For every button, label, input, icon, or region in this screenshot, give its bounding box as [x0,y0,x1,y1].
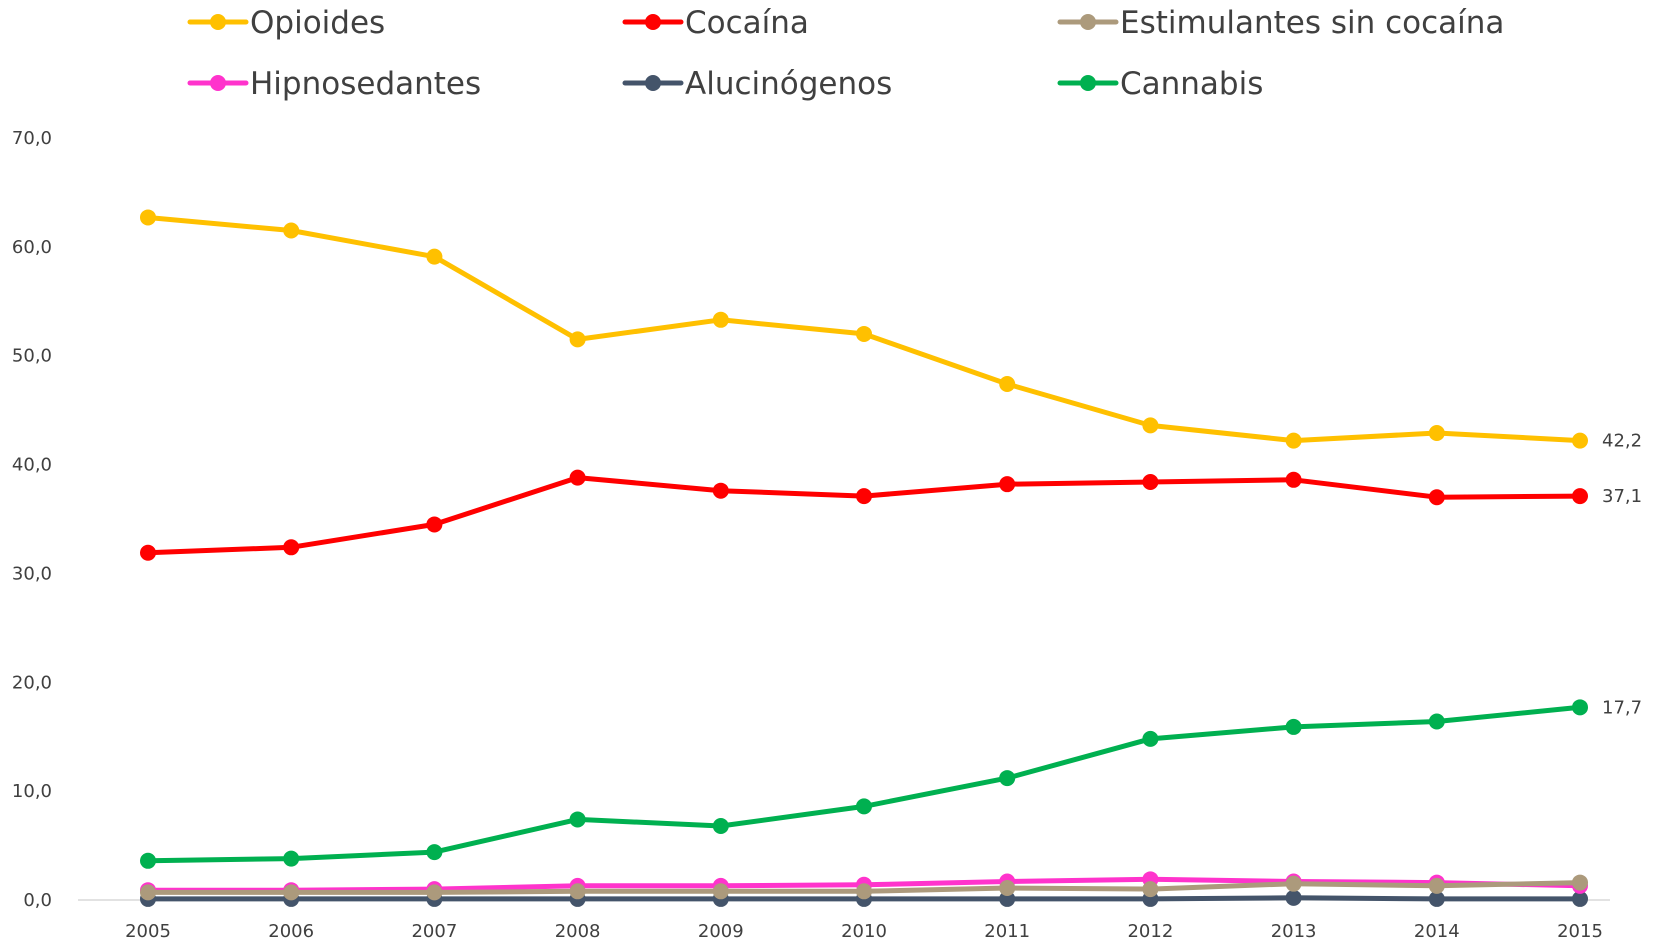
data-point-estimulantes-sin-cocaina [1572,874,1588,891]
data-point-alucinogenos [1572,890,1588,907]
series-cocaina [140,469,1588,561]
x-tick-label: 2013 [1271,921,1317,939]
data-point-opioides [856,325,872,342]
legend-label: Opioides [250,5,385,41]
y-tick-label: 20,0 [12,672,52,693]
data-point-estimulantes-sin-cocaina [426,884,443,901]
x-tick-label: 2012 [1127,921,1173,939]
legend-swatch-marker [1080,14,1096,30]
data-point-cannabis [999,770,1016,787]
data-point-cannabis [426,844,443,861]
data-point-cocaina [426,516,443,533]
data-point-cannabis [1572,699,1588,716]
data-point-estimulantes-sin-cocaina [1285,875,1302,892]
data-point-cocaina [1428,489,1445,506]
data-point-cocaina [856,488,872,505]
legend-label: Alucinógenos [685,66,892,102]
y-tick-label: 60,0 [12,237,52,258]
data-point-opioides [283,222,300,239]
data-point-estimulantes-sin-cocaina [999,880,1016,897]
data-point-opioides [140,209,156,226]
data-point-cannabis [283,850,300,867]
legend-item-cannabis: Cannabis [1057,66,1263,102]
legend-item-cocaina: Cocaína [622,5,809,41]
x-tick-label: 2015 [1557,921,1603,939]
legend-swatch-marker [210,14,226,30]
legend-label: Estimulantes sin cocaína [1120,5,1504,41]
x-tick-label: 2008 [555,921,601,939]
axes: 0,0 10,0 20,0 30,0 40,0 50,0 60,0 70,0 2005 2006 2… [12,128,1610,939]
legend-label: Hipnosedantes [250,66,481,102]
x-tick-label: 2010 [841,921,887,939]
data-point-cocaina [712,482,729,499]
data-point-opioides [1428,425,1445,442]
legend-swatch-marker [1080,75,1096,91]
legend-label: Cannabis [1120,66,1263,102]
data-point-estimulantes-sin-cocaina [856,883,872,900]
data-point-cocaina [1142,473,1159,490]
data-point-cocaina [1572,488,1588,505]
x-tick-label: 2006 [268,921,314,939]
legend: Opioides Cocaína Estimulantes sin cocaína H… [187,5,1504,102]
series-estimulantes-sin-cocaina [140,874,1588,901]
y-tick-label: 30,0 [12,563,52,584]
y-tick-label: 10,0 [12,781,52,802]
data-point-cannabis [1285,718,1302,735]
data-point-opioides [712,311,729,328]
x-tick-label: 2011 [984,921,1030,939]
series-opioides [140,209,1588,449]
data-point-cannabis [569,811,586,828]
data-point-estimulantes-sin-cocaina [1142,881,1159,898]
data-point-opioides [1285,432,1302,449]
series-cannabis [140,699,1588,869]
data-point-estimulantes-sin-cocaina [712,883,729,900]
data-point-cannabis [1428,713,1445,730]
y-tick-label: 0,0 [23,890,52,911]
y-tick-label: 70,0 [12,128,52,149]
data-point-alucinogenos [1428,890,1445,907]
data-labels: 17,7 37,1 42,2 [1602,431,1642,719]
data-point-cocaina [569,469,586,486]
legend-item-estimulantes-sin-cocaina: Estimulantes sin cocaína [1057,5,1504,41]
legend-item-opioides: Opioides [187,5,385,41]
series-lines [140,209,1588,907]
x-tick-label: 2014 [1414,921,1460,939]
legend-swatch-marker [645,75,661,91]
legend-swatch-marker [645,14,661,30]
x-tick-label: 2005 [125,921,171,939]
end-value-label-opioides: 42,2 [1602,431,1642,452]
data-point-estimulantes-sin-cocaina [569,883,586,900]
data-point-cocaina [1285,471,1302,488]
data-point-opioides [999,376,1016,393]
data-point-opioides [1572,432,1588,449]
data-point-cocaina [283,539,300,556]
data-point-opioides [426,248,443,265]
data-point-alucinogenos [1285,889,1302,906]
data-point-estimulantes-sin-cocaina [283,884,300,901]
x-tick-label: 2009 [698,921,744,939]
data-point-opioides [569,331,586,348]
data-point-estimulantes-sin-cocaina [1428,877,1445,894]
y-tick-label: 40,0 [12,455,52,476]
end-value-label-cannabis: 17,7 [1602,697,1642,718]
y-tick-label: 50,0 [12,346,52,367]
data-point-cannabis [856,798,872,815]
legend-item-alucinogenos: Alucinógenos [622,66,892,102]
data-point-estimulantes-sin-cocaina [140,884,156,901]
data-point-cannabis [1142,730,1159,747]
legend-item-hipnosedantes: Hipnosedantes [187,66,481,102]
data-point-cocaina [140,544,156,561]
data-point-cannabis [712,817,729,834]
legend-label: Cocaína [685,5,809,41]
end-value-label-cocaina: 37,1 [1602,486,1642,507]
data-point-cocaina [999,476,1016,493]
legend-swatch-marker [210,75,226,91]
x-tick-label: 2007 [411,921,457,939]
data-point-cannabis [140,852,156,869]
data-point-opioides [1142,417,1159,434]
series-line-cannabis [145,704,1583,864]
